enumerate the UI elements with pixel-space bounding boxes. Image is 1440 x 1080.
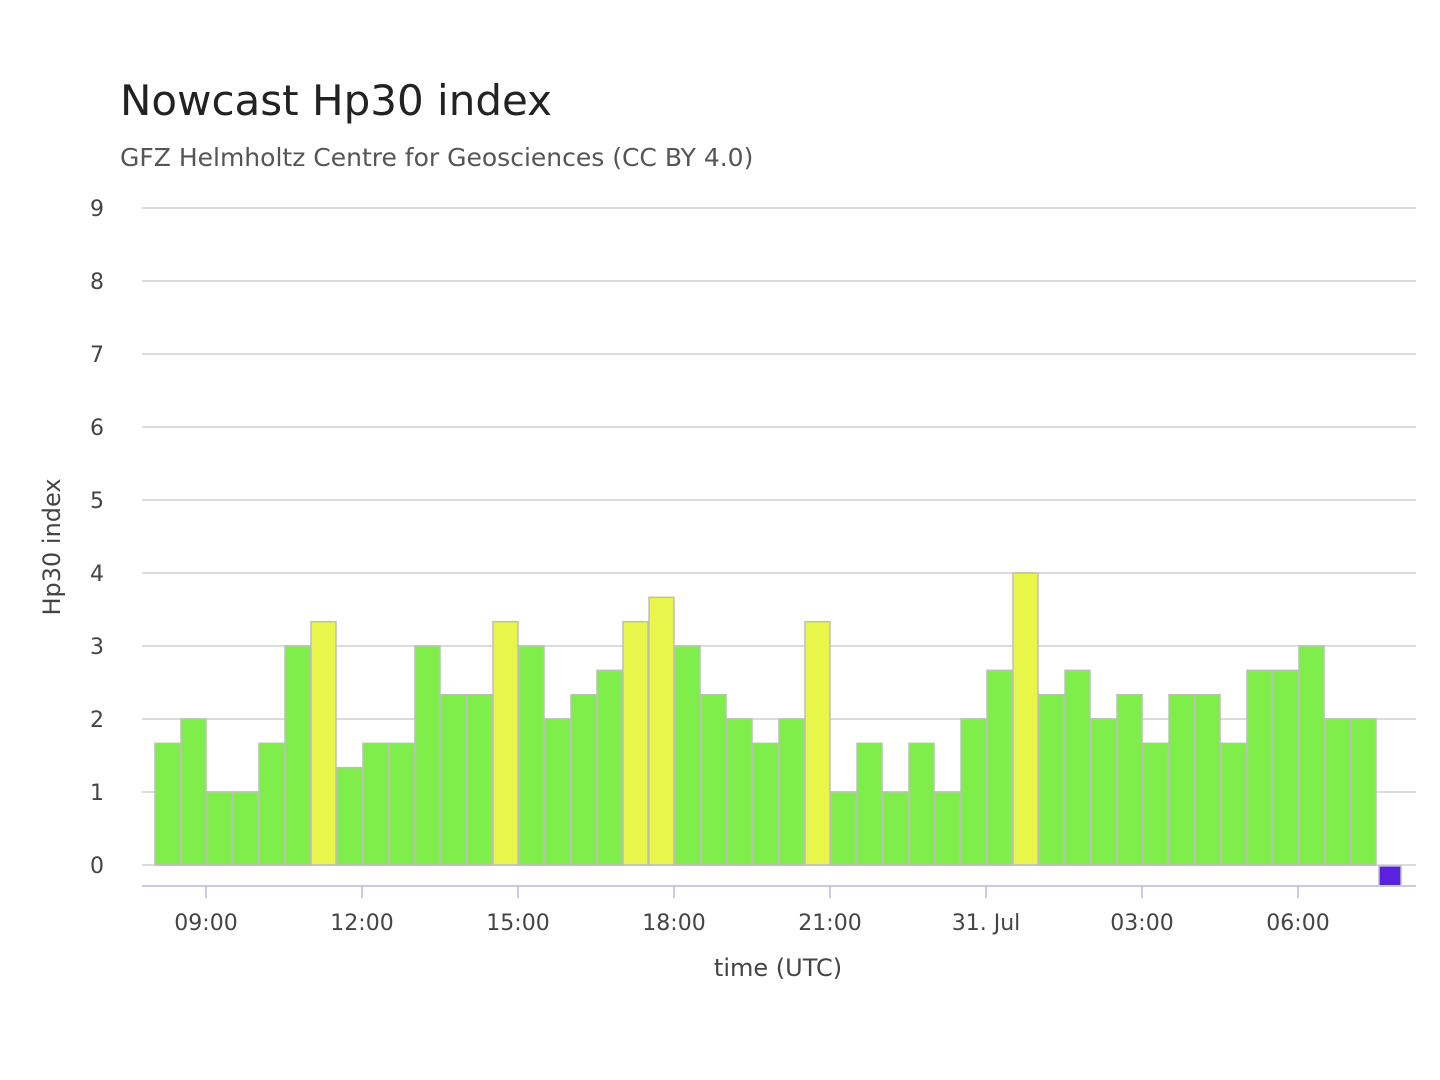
x-axis: 09:00 12:00 15:00 18:00 21:00 31. Jul 03:00 06:… [142, 885, 1416, 936]
bar [700, 693, 727, 866]
bar [1090, 718, 1117, 866]
bar [1324, 718, 1351, 866]
bar [440, 693, 467, 866]
bar [856, 742, 883, 866]
bar [1350, 718, 1377, 866]
bar [180, 718, 207, 866]
x-tick-label: 31. Jul [952, 911, 1021, 936]
bar [674, 645, 701, 866]
bar [570, 693, 597, 866]
bar [258, 742, 285, 866]
x-tick-label: 18:00 [642, 911, 705, 936]
bar [1142, 742, 1169, 866]
bar [804, 620, 831, 866]
bar [648, 596, 675, 866]
bar [830, 791, 857, 866]
bar [986, 669, 1013, 866]
bar [1298, 645, 1325, 866]
bar [778, 718, 805, 866]
bar [284, 645, 311, 866]
y-tick-label: 4 [90, 562, 104, 587]
x-tick-label: 09:00 [174, 911, 237, 936]
bar [492, 620, 519, 866]
x-tick-label: 06:00 [1266, 911, 1329, 936]
bar [206, 791, 233, 866]
x-axis-title: time (UTC) [714, 954, 842, 982]
y-tick-label: 8 [90, 270, 104, 295]
bar [960, 718, 987, 866]
x-tick-label: 15:00 [486, 911, 549, 936]
bar [1272, 669, 1299, 866]
bar [310, 620, 337, 866]
y-tick-label: 3 [90, 635, 104, 660]
y-tick-label: 2 [90, 708, 104, 733]
bar [1220, 742, 1247, 866]
y-tick-label: 6 [90, 416, 104, 441]
bar [388, 742, 415, 866]
bar [622, 620, 649, 866]
bar [154, 742, 181, 866]
bars [154, 572, 1402, 887]
x-tick-label: 12:00 [330, 911, 393, 936]
y-tick-label: 1 [90, 781, 104, 806]
bar [414, 645, 441, 866]
bar [1116, 693, 1143, 866]
bar [1378, 865, 1402, 887]
bar [1246, 669, 1273, 866]
bar [1038, 693, 1065, 866]
bar [908, 742, 935, 866]
x-tick-label: 21:00 [798, 911, 861, 936]
bar [1064, 669, 1091, 866]
bar [726, 718, 753, 866]
bar [934, 791, 961, 866]
bar [518, 645, 545, 866]
bar [1168, 693, 1195, 866]
bar [336, 766, 363, 866]
y-axis-title: Hp30 index [38, 478, 66, 615]
y-tick-label: 7 [90, 343, 104, 368]
y-tick-label: 5 [90, 489, 104, 514]
x-tick-label: 03:00 [1110, 911, 1173, 936]
chart-title: Nowcast Hp30 index [120, 76, 552, 125]
bar [232, 791, 259, 866]
bar [596, 669, 623, 866]
chart-subtitle: GFZ Helmholtz Centre for Geosciences (CC… [120, 143, 754, 172]
bar [466, 693, 493, 866]
bar [362, 742, 389, 866]
bar [544, 718, 571, 866]
bar [1012, 572, 1039, 866]
bar [752, 742, 779, 866]
bar [882, 791, 909, 866]
y-tick-label: 9 [90, 197, 104, 222]
y-axis-ticks: 0 1 2 3 4 5 6 7 8 9 [90, 197, 104, 879]
bar [1194, 693, 1221, 866]
y-tick-label: 0 [90, 854, 104, 879]
